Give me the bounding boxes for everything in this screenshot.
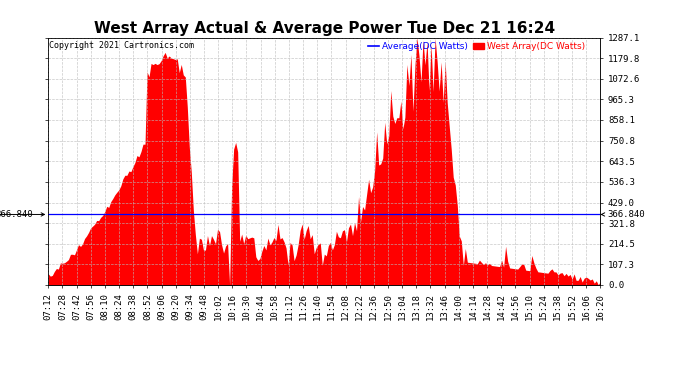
Text: 366.840: 366.840 [0, 210, 33, 219]
Text: 366.840: 366.840 [607, 210, 645, 219]
Text: Copyright 2021 Cartronics.com: Copyright 2021 Cartronics.com [49, 41, 194, 50]
Title: West Array Actual & Average Power Tue Dec 21 16:24: West Array Actual & Average Power Tue De… [94, 21, 555, 36]
Legend: Average(DC Watts), West Array(DC Watts): Average(DC Watts), West Array(DC Watts) [368, 42, 584, 51]
